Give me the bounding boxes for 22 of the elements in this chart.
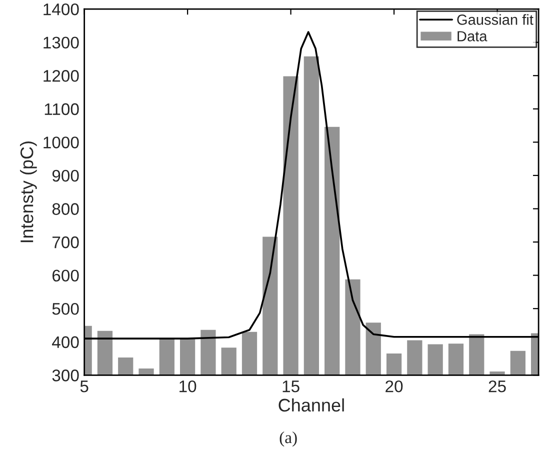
y-tick-label: 400 — [52, 336, 79, 348]
y-tick-label: 1400 — [44, 3, 79, 16]
y-tick-label: 1300 — [44, 36, 79, 49]
y-tick-label: 700 — [52, 236, 79, 248]
x-tick-label: 15 — [282, 380, 300, 392]
y-tick-label: 800 — [52, 203, 79, 215]
legend-label: Data — [458, 31, 488, 42]
x-tick-label: 5 — [80, 380, 88, 392]
y-tick-label: 1000 — [44, 136, 79, 148]
y-tick-label: 1100 — [44, 103, 79, 116]
x-axis-title: Channel — [278, 398, 344, 412]
x-tick-label: 25 — [488, 380, 506, 392]
y-tick-label: 500 — [52, 302, 79, 315]
x-tick-label: 10 — [180, 380, 196, 392]
text: (a) — [280, 431, 297, 447]
y-tick-label: 1200 — [44, 70, 79, 82]
legend-label: Gaussian fit — [457, 14, 534, 25]
y-tick-label: 900 — [52, 170, 79, 182]
y-tick-label: 600 — [52, 270, 79, 282]
y-axis-title: Intensty (pC) — [20, 142, 37, 242]
x-tick-label: 20 — [386, 380, 403, 392]
y-tick-label: 300 — [52, 370, 79, 382]
